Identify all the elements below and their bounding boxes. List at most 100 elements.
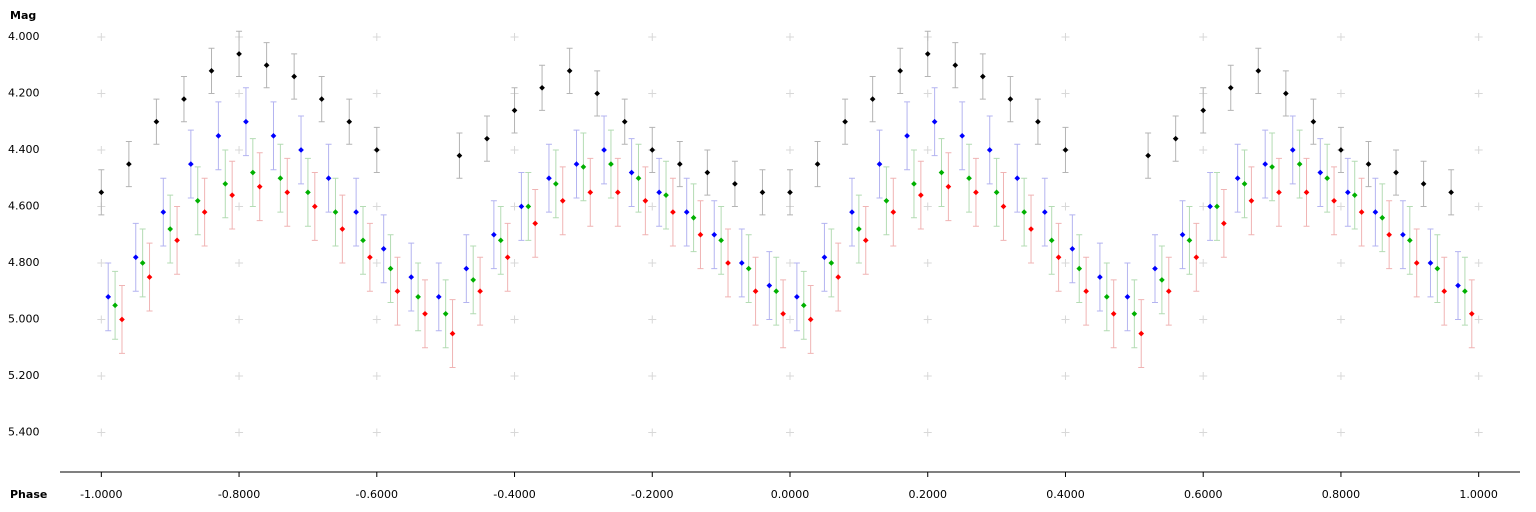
data-point	[635, 175, 642, 182]
data-point	[1358, 209, 1365, 215]
data-point	[380, 245, 387, 252]
data-point	[339, 226, 346, 232]
data-point	[1324, 175, 1330, 182]
data-point	[270, 132, 277, 139]
data-point	[1234, 175, 1241, 182]
grid-cross	[1336, 89, 1345, 98]
grid-cross	[235, 428, 244, 437]
grid-cross	[648, 32, 657, 41]
data-point	[1276, 189, 1282, 196]
x-tick-label: 0.0000	[771, 488, 810, 501]
data-point	[394, 288, 401, 295]
data-point	[1413, 260, 1420, 266]
data-point	[559, 197, 566, 204]
data-point	[890, 209, 897, 215]
data-point	[986, 147, 993, 153]
data-point	[463, 265, 470, 272]
data-point	[1172, 135, 1179, 142]
data-point	[621, 118, 628, 125]
data-point	[160, 209, 167, 215]
data-point	[1014, 175, 1021, 182]
x-axis-label: Phase	[10, 488, 47, 501]
data-point	[931, 118, 938, 125]
data-point	[993, 189, 1000, 196]
data-point	[208, 68, 215, 74]
data-point	[711, 231, 718, 238]
data-point	[759, 189, 766, 196]
data-point	[1303, 189, 1310, 196]
data-point	[518, 203, 525, 210]
data-point	[1455, 282, 1461, 289]
data-point	[835, 274, 842, 280]
data-point	[415, 294, 421, 300]
data-point	[153, 118, 160, 125]
grid-cross	[372, 202, 381, 211]
x-tick-label: 1.0000	[1459, 488, 1498, 501]
data-point	[119, 316, 125, 323]
data-point	[1159, 277, 1165, 283]
data-point	[1035, 118, 1041, 125]
data-point	[1351, 192, 1358, 198]
grid-cross	[1199, 202, 1208, 211]
data-point	[305, 189, 311, 196]
data-point	[1420, 181, 1427, 187]
grid-cross	[1061, 428, 1070, 437]
data-point	[1048, 237, 1055, 244]
grid-cross	[97, 258, 106, 267]
grid-cross	[510, 371, 519, 380]
data-point	[435, 294, 442, 300]
data-point	[1007, 96, 1014, 102]
data-point	[897, 68, 904, 74]
data-point	[132, 254, 139, 261]
data-point	[862, 237, 869, 244]
grid-cross	[648, 428, 657, 437]
data-point	[1427, 260, 1434, 266]
data-point	[952, 62, 959, 69]
x-tick-label: 0.6000	[1184, 488, 1223, 501]
data-point	[470, 277, 477, 283]
data-point	[98, 189, 105, 196]
data-point	[973, 189, 979, 196]
data-point	[174, 237, 180, 244]
data-point	[766, 282, 773, 289]
grid-cross	[235, 89, 244, 98]
data-point	[449, 330, 456, 337]
grid-cross	[1199, 428, 1208, 437]
data-point	[277, 175, 284, 182]
data-point	[1200, 107, 1207, 114]
x-tick-label: -0.8000	[218, 488, 260, 501]
grid-cross	[1474, 315, 1483, 324]
data-point	[1110, 310, 1117, 317]
grid-cross	[510, 258, 519, 267]
data-point	[1179, 231, 1186, 238]
grid-cross	[1336, 428, 1345, 437]
data-point	[250, 169, 256, 176]
data-point	[704, 169, 711, 176]
data-point	[1028, 226, 1034, 232]
data-point	[580, 164, 587, 170]
data-point	[373, 147, 380, 153]
data-point	[780, 310, 786, 317]
data-point	[229, 192, 235, 198]
data-point	[1331, 197, 1337, 204]
data-point	[938, 169, 945, 176]
data-point	[615, 189, 621, 196]
data-point	[924, 51, 931, 57]
data-point	[883, 197, 890, 204]
grid-cross	[97, 428, 106, 437]
data-point	[456, 152, 463, 159]
grid-cross	[97, 89, 106, 98]
grid-cross	[1474, 428, 1483, 437]
data-point	[1207, 203, 1213, 210]
y-axis-label: Mag	[10, 9, 36, 22]
data-point	[387, 265, 394, 272]
data-point	[181, 96, 187, 102]
grid-cross	[1199, 315, 1208, 324]
grid-cross	[372, 258, 381, 267]
data-point	[1241, 181, 1248, 187]
data-point	[1296, 161, 1303, 167]
data-point	[1227, 84, 1234, 91]
error-bars	[98, 30, 1475, 368]
data-point	[1062, 147, 1069, 153]
data-point	[1021, 209, 1027, 215]
